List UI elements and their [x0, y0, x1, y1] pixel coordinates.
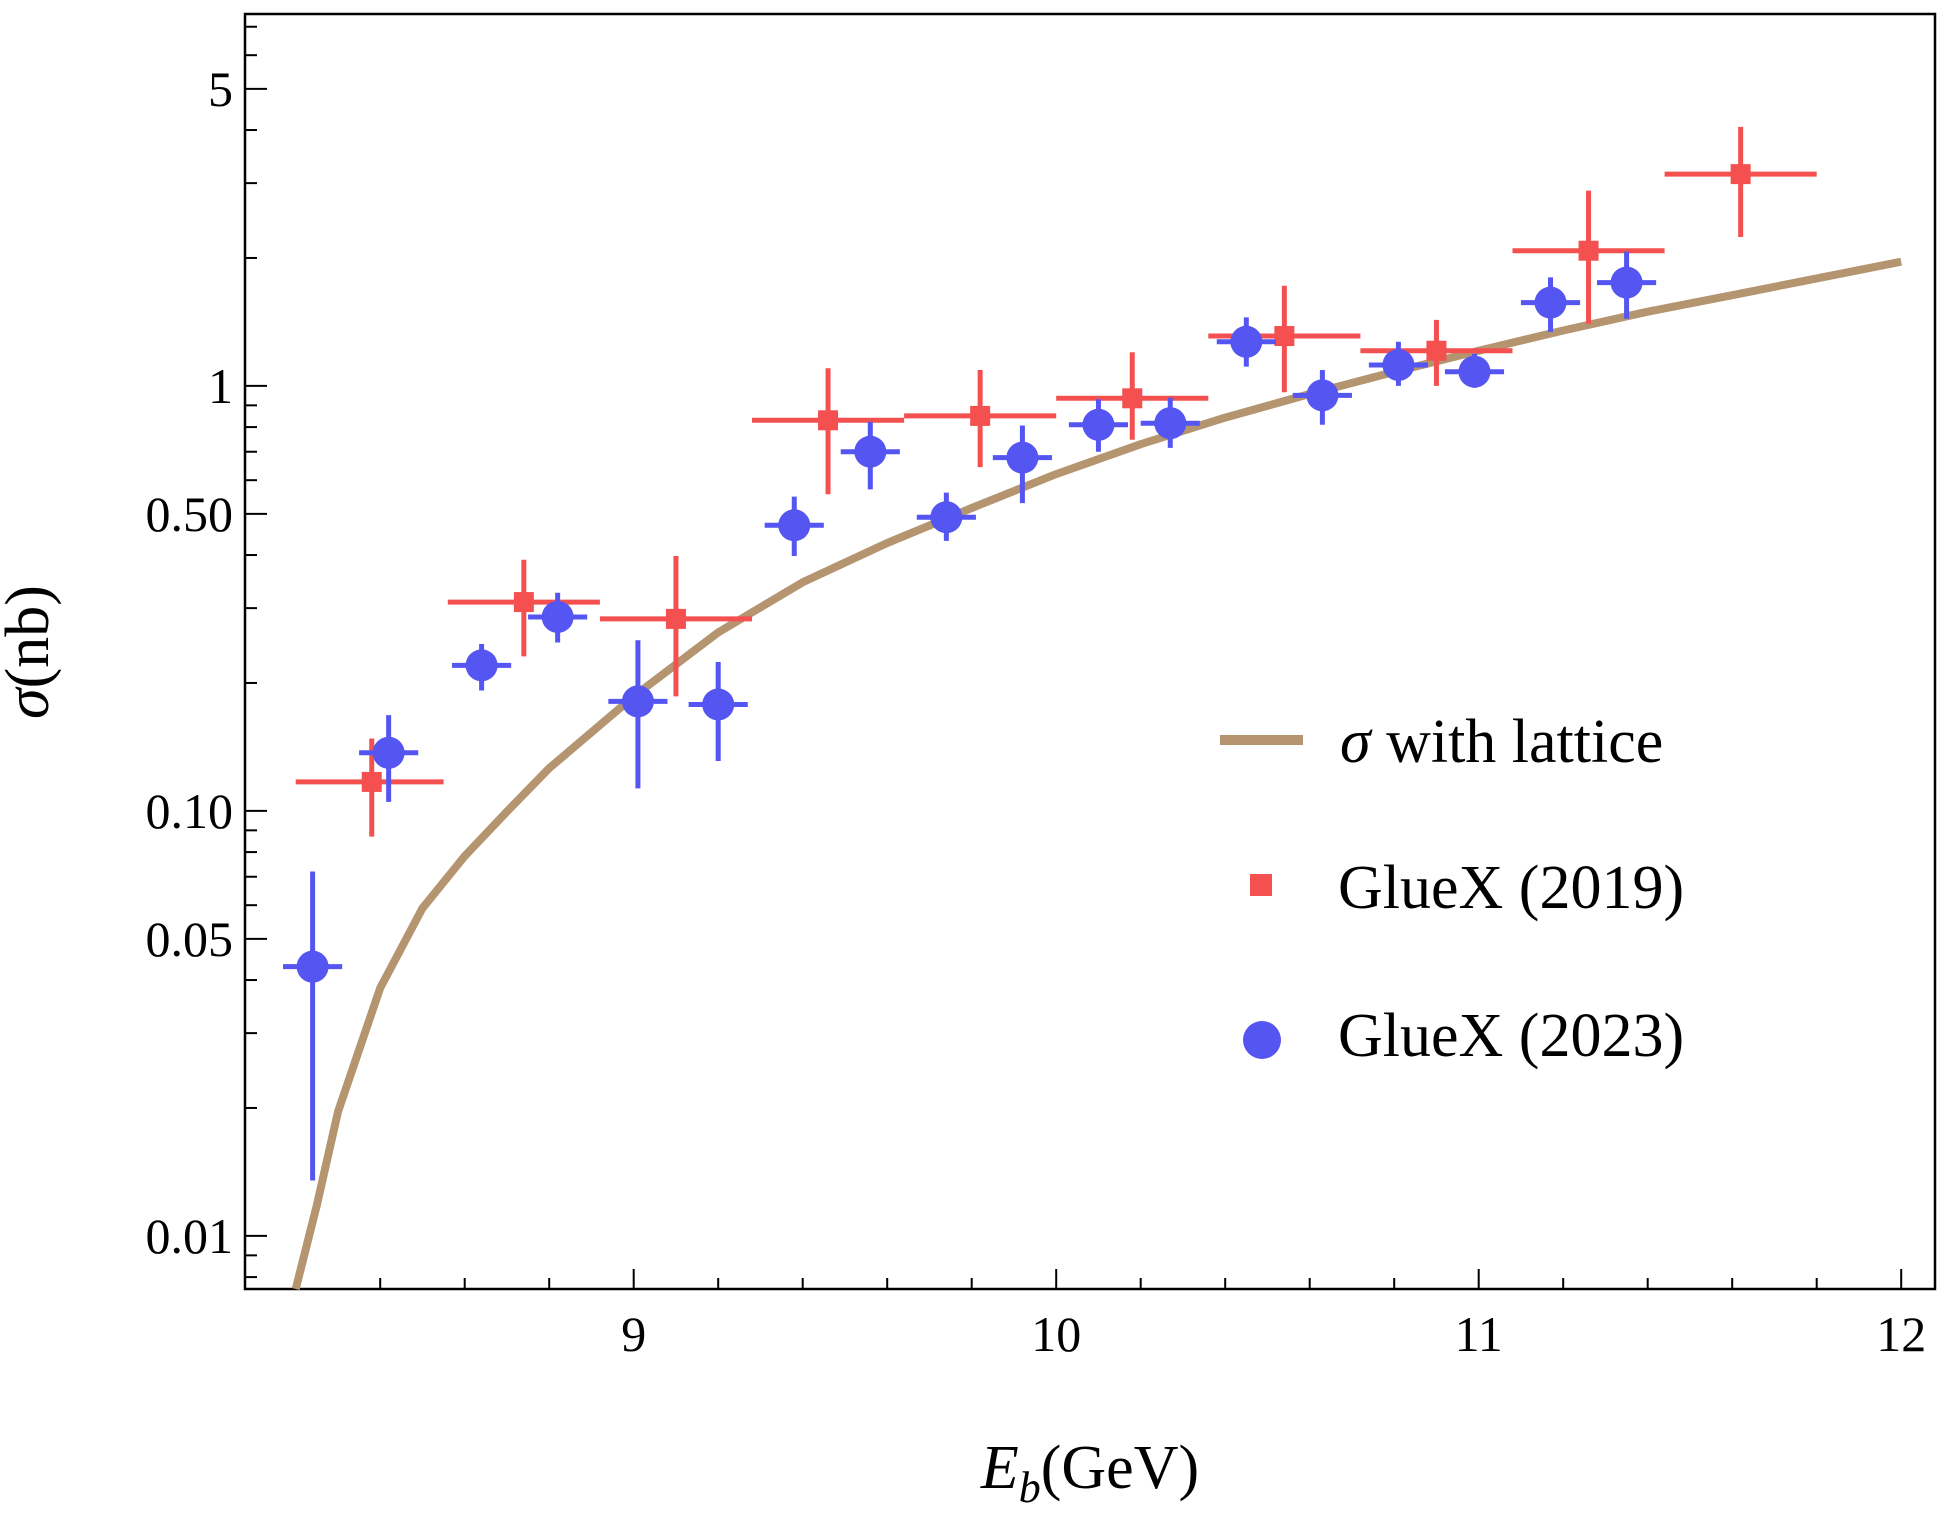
- data-point-circle: [1154, 407, 1187, 440]
- data-point-circle: [702, 688, 735, 721]
- data-point-circle: [372, 736, 405, 769]
- y-tick-label: 1: [208, 358, 233, 414]
- x-tick-label: 11: [1455, 1306, 1503, 1362]
- x-tick-label: 10: [1031, 1306, 1081, 1362]
- legend-label-curve: σ with lattice: [1340, 708, 1663, 776]
- data-point-square: [361, 771, 382, 792]
- data-point-square: [1274, 326, 1295, 347]
- x-axis-title: Eb(GeV): [980, 1434, 1199, 1512]
- data-point-square: [1578, 240, 1599, 261]
- data-point-square: [1122, 388, 1143, 409]
- data-point-square: [970, 405, 991, 426]
- x-tick-label: 9: [621, 1306, 646, 1362]
- lattice-curve: [291, 257, 1902, 1290]
- legend-circle-swatch: [1243, 1021, 1281, 1059]
- data-point-circle: [621, 685, 654, 718]
- y-tick-label: 0.05: [146, 911, 234, 967]
- y-tick-label: 5: [208, 61, 233, 117]
- x-tick-label: 12: [1876, 1306, 1926, 1362]
- y-tick-label: 0.01: [146, 1208, 234, 1264]
- data-point-circle: [1534, 286, 1567, 319]
- legend-square-swatch: [1250, 874, 1272, 896]
- data-point-square: [1730, 164, 1751, 185]
- curve-layer: [291, 257, 1902, 1290]
- x-axis-ticks: 9 10 11 12: [294, 1269, 1926, 1362]
- data-point-square: [818, 410, 839, 431]
- y-axis-ticks: 0.01 0.05 0.10 0.50 1 5: [146, 25, 267, 1279]
- data-point-circle: [930, 501, 963, 534]
- plot-frame: [243, 12, 1937, 1291]
- data-point-circle: [465, 649, 498, 682]
- legend: σ with lattice GlueX (2019) GlueX (2023): [1220, 708, 1684, 1070]
- data-point-circle: [778, 509, 811, 542]
- data-point-circle: [296, 950, 329, 983]
- y-tick-label: 0.50: [146, 486, 234, 542]
- y-axis-title: σ(nb): [0, 585, 62, 719]
- legend-label-2023: GlueX (2023): [1338, 1002, 1684, 1070]
- data-point-circle: [1006, 441, 1039, 474]
- data-point-square: [665, 608, 686, 629]
- data-point-circle: [1230, 325, 1263, 358]
- data-point-circle: [1082, 408, 1115, 441]
- series-layer: [283, 126, 1817, 1181]
- y-tick-label: 0.10: [146, 783, 234, 839]
- series-2023: [283, 251, 1657, 1181]
- data-point-circle: [1382, 348, 1415, 381]
- data-point-circle: [1610, 266, 1643, 299]
- data-point-square: [1426, 340, 1447, 361]
- data-point-circle: [1458, 355, 1491, 388]
- data-point-square: [513, 592, 534, 613]
- data-point-circle: [854, 435, 887, 468]
- data-point-circle: [1306, 379, 1339, 412]
- data-point-circle: [541, 600, 574, 633]
- legend-label-2019: GlueX (2019): [1338, 854, 1684, 922]
